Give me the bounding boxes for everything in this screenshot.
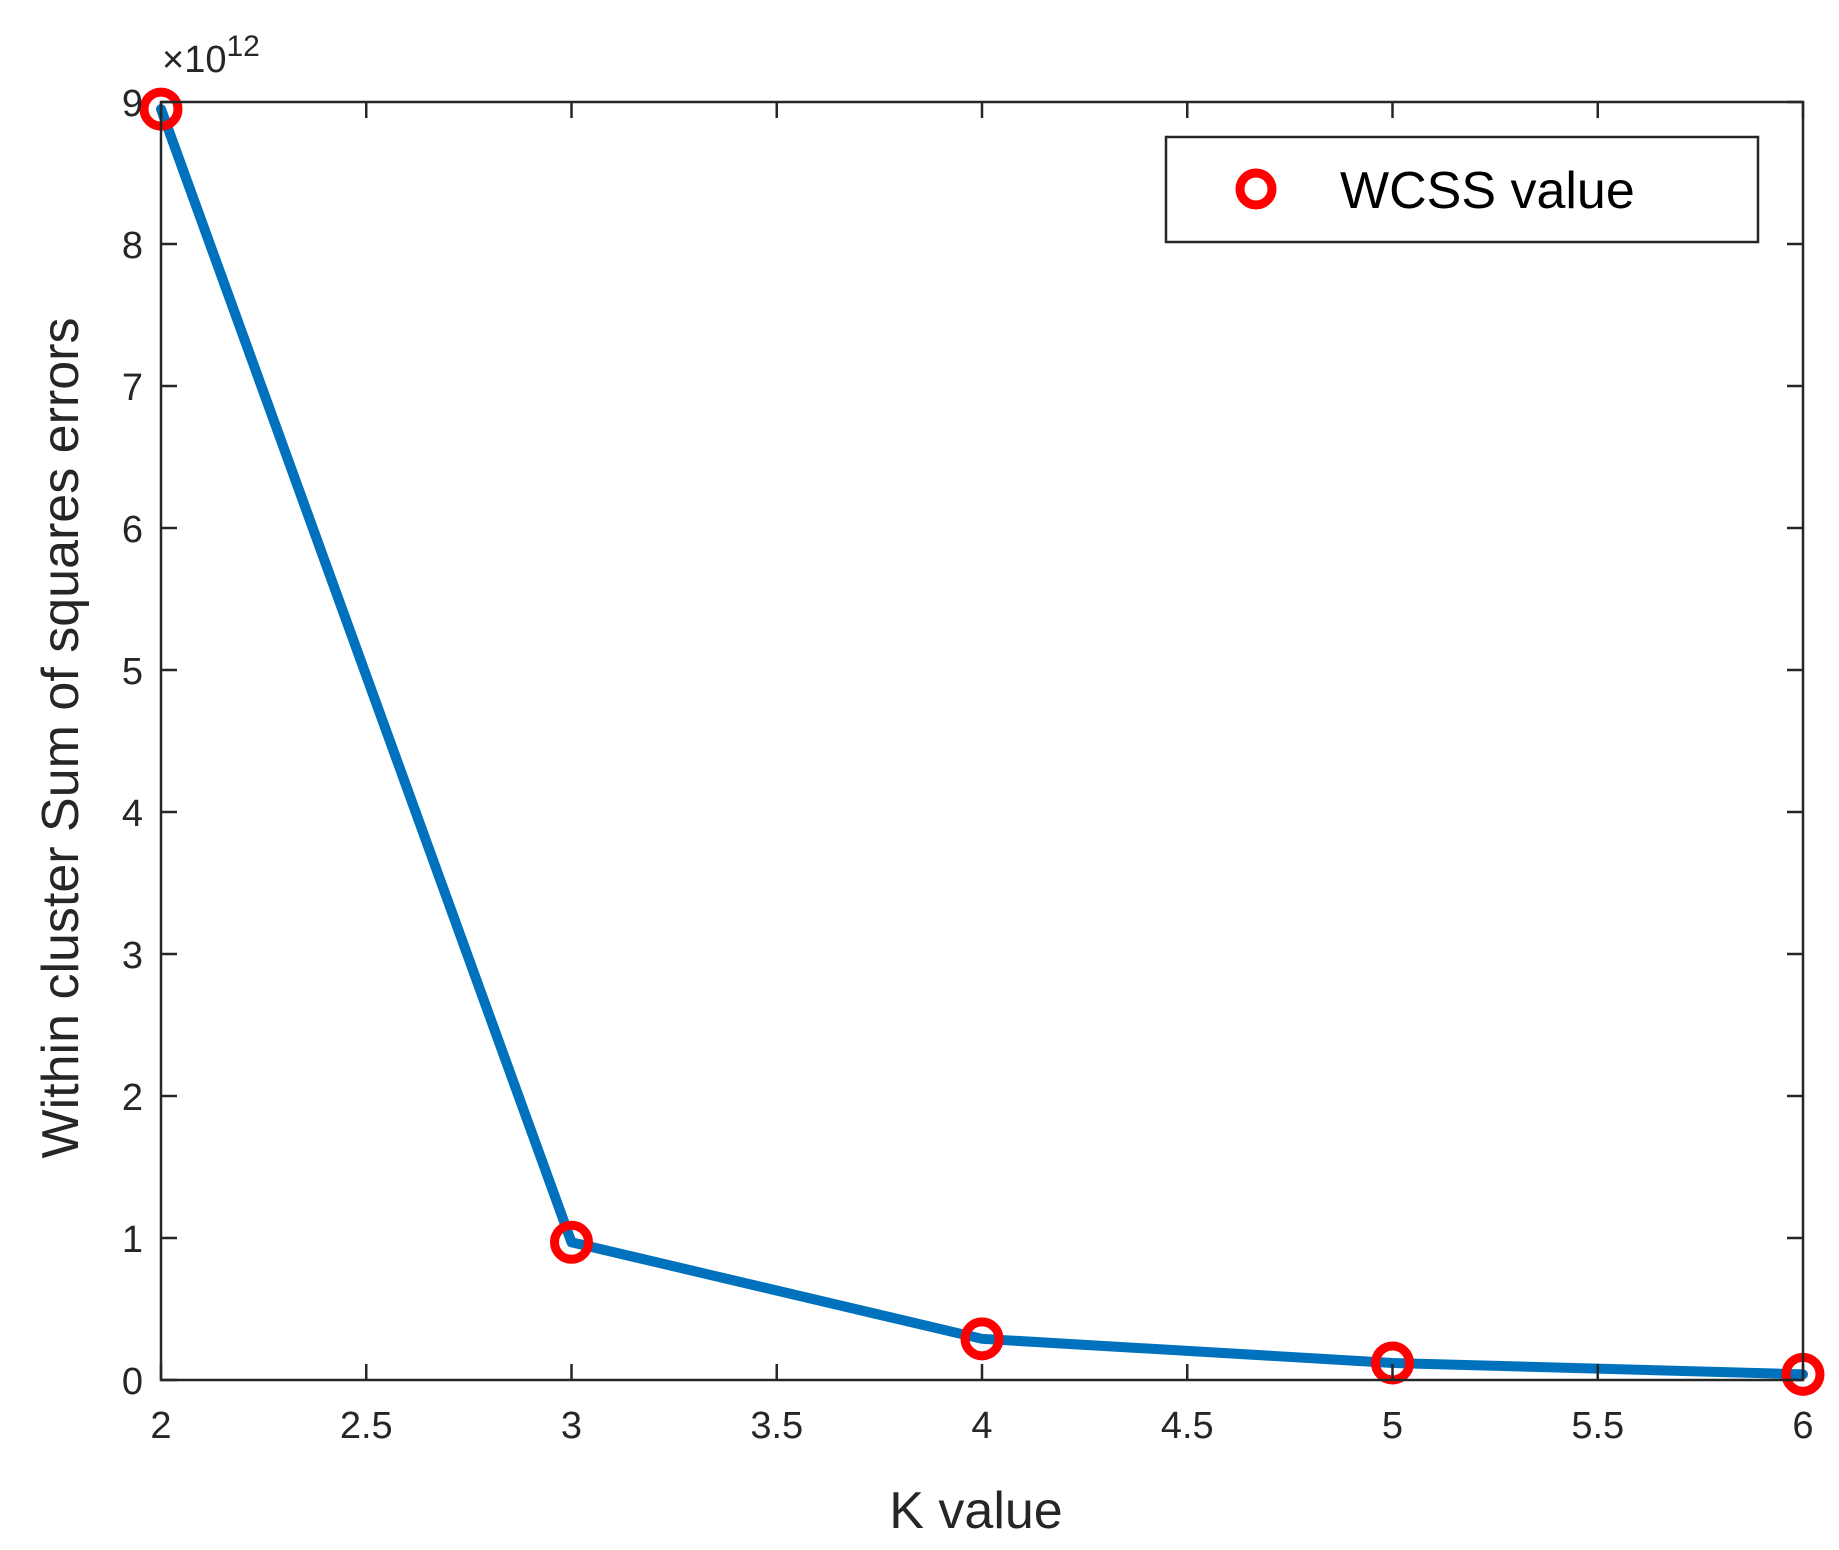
y-tick-label: 1 <box>122 1219 143 1261</box>
x-tick-label: 5 <box>1382 1405 1403 1447</box>
x-axis-label: K value <box>889 1482 1062 1540</box>
y-axis-exponent: ×1012 <box>162 30 260 81</box>
data-point-marker <box>960 1317 1004 1361</box>
y-axis-exponent-base: ×10 <box>162 39 226 81</box>
series-line <box>156 104 1808 1380</box>
x-tick-label: 5.5 <box>1571 1405 1624 1447</box>
x-tick-label: 3.5 <box>750 1405 803 1447</box>
x-tick-label: 2 <box>150 1405 171 1447</box>
x-tick-label: 4.5 <box>1161 1405 1214 1447</box>
y-tick-label: 0 <box>122 1361 143 1403</box>
legend-entry-label: WCSS value <box>1340 162 1635 220</box>
x-tick-label: 2.5 <box>340 1405 393 1447</box>
y-tick-label: 4 <box>122 793 143 835</box>
x-tick-label: 6 <box>1792 1405 1813 1447</box>
x-tick-label: 4 <box>971 1405 992 1447</box>
y-tick-label: 9 <box>122 83 143 125</box>
legend-marker-icon <box>1235 168 1277 210</box>
y-axis-label: Within cluster Sum of squares errors <box>32 318 90 1159</box>
legend: WCSS value <box>1164 135 1760 244</box>
data-point-marker <box>550 1220 593 1264</box>
y-tick-label: 2 <box>122 1077 143 1119</box>
axes: 2 2.5 3 3.5 4 4.5 5 5.5 6 0 1 2 3 4 5 6 7 8 9 <box>122 83 1814 1447</box>
x-tick-label: 3 <box>561 1405 582 1447</box>
y-tick-label: 7 <box>122 367 143 409</box>
y-axis-exponent-power: 12 <box>226 30 259 63</box>
y-tick-label: 3 <box>122 935 143 977</box>
legend-box <box>1164 135 1760 244</box>
y-tick-label: 5 <box>122 651 143 693</box>
y-tick-label: 6 <box>122 509 143 551</box>
y-tick-label: 8 <box>122 225 143 267</box>
